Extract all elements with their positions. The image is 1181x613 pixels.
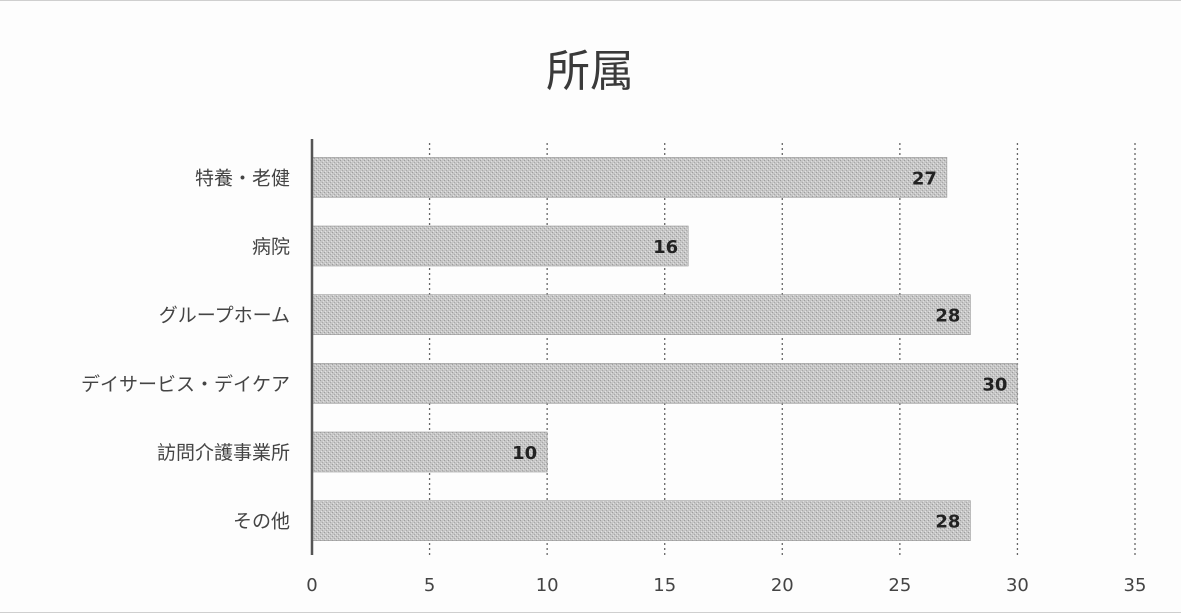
x-tick-label: 15 [653, 575, 676, 596]
x-tick-label: 20 [771, 575, 794, 596]
bar [311, 500, 971, 541]
bar [311, 294, 971, 335]
frame-top-edge [0, 0, 1181, 1]
x-tick-label: 35 [1124, 575, 1147, 596]
x-tick-label: 30 [1006, 575, 1029, 596]
bar [311, 157, 948, 198]
category-label: 訪問介護事業所 [157, 442, 290, 464]
data-label: 27 [912, 168, 937, 189]
category-label: その他 [233, 511, 290, 533]
bars [311, 157, 1018, 541]
category-label: グループホーム [159, 305, 290, 327]
category-label: デイサービス・デイケア [81, 373, 290, 395]
data-label: 28 [935, 306, 960, 327]
bar [311, 225, 689, 267]
data-label: 28 [935, 512, 960, 533]
x-tick-label: 0 [306, 575, 317, 596]
data-label: 30 [982, 374, 1007, 395]
data-label: 10 [512, 443, 537, 464]
data-label: 16 [653, 237, 678, 258]
x-tick-labels: 0 5 10 15 20 25 30 35 [306, 575, 1146, 596]
bar [311, 431, 548, 473]
chart-title: 所属 [546, 46, 634, 97]
data-labels: 27 16 28 30 10 28 [512, 168, 1007, 532]
category-label: 特養・老健 [195, 167, 290, 189]
x-tick-label: 10 [536, 575, 559, 596]
gridlines [428, 143, 1136, 555]
x-tick-label: 5 [424, 575, 435, 596]
category-label: 病院 [252, 236, 290, 258]
bar [311, 363, 1018, 404]
x-tick-label: 25 [888, 575, 911, 596]
